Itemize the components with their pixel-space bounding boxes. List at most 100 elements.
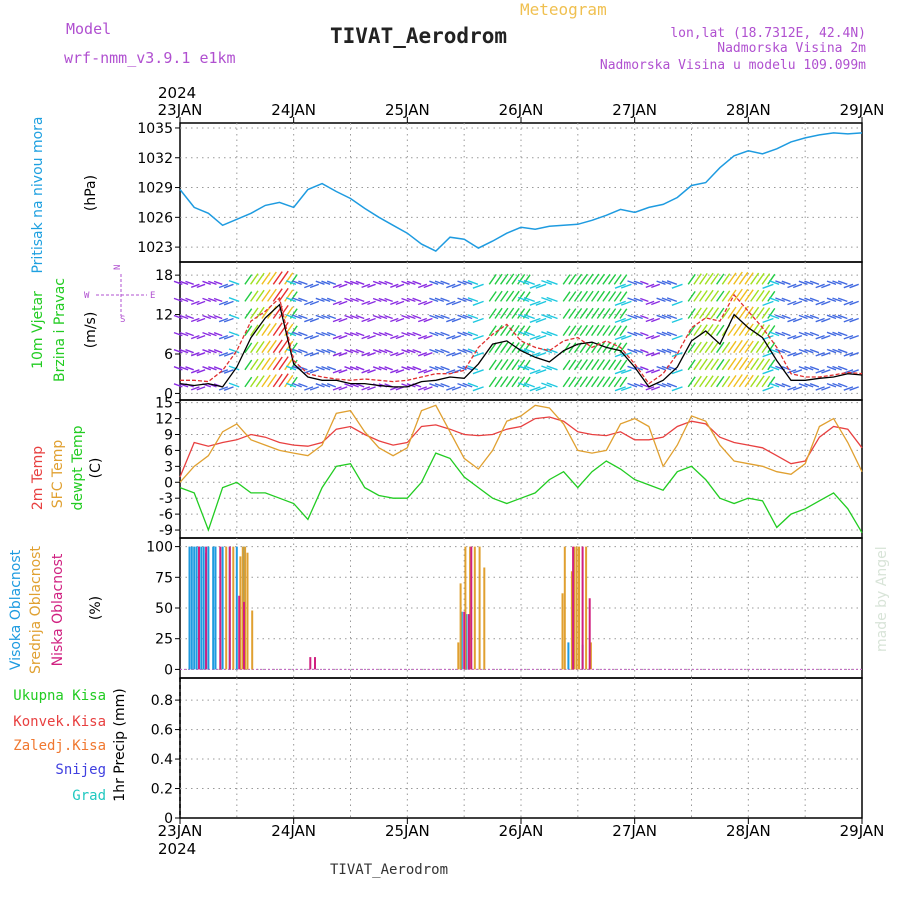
- wind-arrow: [440, 331, 450, 337]
- wind-arrow: [585, 341, 594, 354]
- dewpoint-ylabel: dewpt Temp: [70, 425, 86, 510]
- mid-cloud-ylabel: Srednja Oblacnost: [28, 546, 44, 674]
- y-tick-label: -3: [159, 491, 173, 507]
- wind-panel: 0 6 12 18: [155, 261, 863, 402]
- wind-arrow: [285, 314, 297, 320]
- wind-arrow: [412, 331, 422, 337]
- wind-arrow: [378, 314, 388, 320]
- wind-arrow: [837, 348, 848, 354]
- wind-arrow: [671, 352, 683, 358]
- wind-arrow: [457, 348, 467, 354]
- wind-arrow: [775, 331, 786, 337]
- wind-arrow: [787, 300, 797, 306]
- wind-arrow: [832, 365, 842, 371]
- wind-arrow: [710, 290, 720, 302]
- wind-arrow: [781, 383, 791, 388]
- wind-arrow: [762, 386, 774, 392]
- wind-arrow: [843, 386, 854, 391]
- wind-arrow: [591, 359, 600, 371]
- wind-arrow: [338, 386, 348, 391]
- wind-arrow: [488, 291, 497, 302]
- wind-arrow: [223, 369, 234, 374]
- wind-arrow: [349, 297, 359, 303]
- wind-arrow: [488, 342, 497, 354]
- time-label-top: 24JAN: [271, 101, 316, 119]
- wind-arrow: [716, 376, 725, 388]
- wind-arrow: [837, 365, 848, 371]
- precip-ylabel: 1hr Precip (mm): [112, 688, 128, 801]
- wind-arrow: [541, 365, 553, 371]
- wind-arrow: [602, 325, 611, 337]
- wind-arrow: [440, 314, 450, 320]
- wind-arrow: [627, 382, 638, 388]
- wind-arrow: [401, 366, 410, 371]
- wind-arrow: [568, 359, 577, 371]
- wind-arrow: [472, 283, 484, 289]
- wind-arrow: [488, 273, 497, 285]
- wind-arrow: [613, 291, 622, 302]
- wind-arrow: [250, 341, 259, 354]
- wind-arrow: [613, 342, 622, 354]
- wind-arrow: [620, 334, 632, 340]
- wind-arrow: [761, 341, 771, 354]
- wind-arrow: [832, 314, 842, 320]
- wind-arrow: [767, 273, 776, 285]
- wind-arrow: [529, 334, 541, 341]
- wind-arrow: [378, 366, 388, 371]
- wind-arrow: [372, 349, 382, 354]
- y-tick-label: 3: [164, 459, 173, 475]
- wind-arrow: [596, 290, 605, 302]
- wind-arrow: [843, 283, 854, 289]
- precip-legend-item: Zaledj.Kisa: [13, 738, 106, 754]
- wind-arrow: [446, 386, 456, 391]
- wind-arrow: [412, 366, 422, 371]
- time-label-bottom: 28JAN: [726, 822, 771, 840]
- wind-arrow: [315, 280, 325, 285]
- wind-arrow: [761, 358, 771, 371]
- wind-arrow: [505, 375, 515, 388]
- wind-arrow: [716, 307, 725, 319]
- wind-arrow: [710, 341, 720, 354]
- y-tick-label: 12: [155, 412, 173, 428]
- wind-arrow: [390, 369, 399, 374]
- wind-arrow: [395, 300, 405, 306]
- wind-arrow: [349, 314, 359, 320]
- wind-arrow: [272, 271, 283, 285]
- wind-arrow: [546, 296, 558, 303]
- wind-arrow: [190, 369, 200, 374]
- wind-arrow: [849, 283, 859, 289]
- wind-arrow: [716, 358, 725, 371]
- wind-arrow: [173, 297, 183, 303]
- wind-arrow: [775, 348, 786, 354]
- wind-arrow: [602, 290, 611, 302]
- y-tick-label: 0.4: [151, 752, 173, 768]
- wind-arrow: [344, 348, 354, 354]
- wind-arrow: [671, 386, 683, 392]
- time-axes: 23JAN 23JAN 24JAN 24JAN 25JAN 25JAN 26JAN 26JAN…: [158, 101, 885, 840]
- wind-arrow: [727, 272, 737, 285]
- wind-arrow: [401, 297, 410, 303]
- wind-arrow: [804, 383, 814, 388]
- wind-arrow: [699, 358, 708, 371]
- wind-arrow: [278, 321, 289, 337]
- wind-arrow: [546, 348, 558, 354]
- wind-arrow: [361, 300, 371, 306]
- wind-arrow: [315, 331, 325, 337]
- y-tick-label: 50: [155, 601, 173, 617]
- wind-arrow: [798, 297, 808, 303]
- wind-arrow: [738, 357, 749, 371]
- panel-frame: [179, 399, 863, 539]
- wind-arrow: [768, 348, 780, 354]
- wind-arrow: [523, 296, 535, 303]
- wind-arrow: [179, 349, 189, 354]
- wind-arrow: [579, 307, 588, 319]
- wind-arrow: [292, 280, 302, 285]
- wind-arrow: [704, 289, 714, 302]
- wind-arrow: [633, 280, 643, 285]
- wind-arrow: [727, 357, 737, 371]
- y-tick-label: 0: [164, 811, 173, 827]
- wind-arrow: [244, 359, 253, 371]
- pressure-unit: (hPa): [83, 175, 99, 211]
- wind-ylabel-2: Brzina i Pravac: [52, 278, 68, 382]
- wind-arrow: [727, 375, 737, 388]
